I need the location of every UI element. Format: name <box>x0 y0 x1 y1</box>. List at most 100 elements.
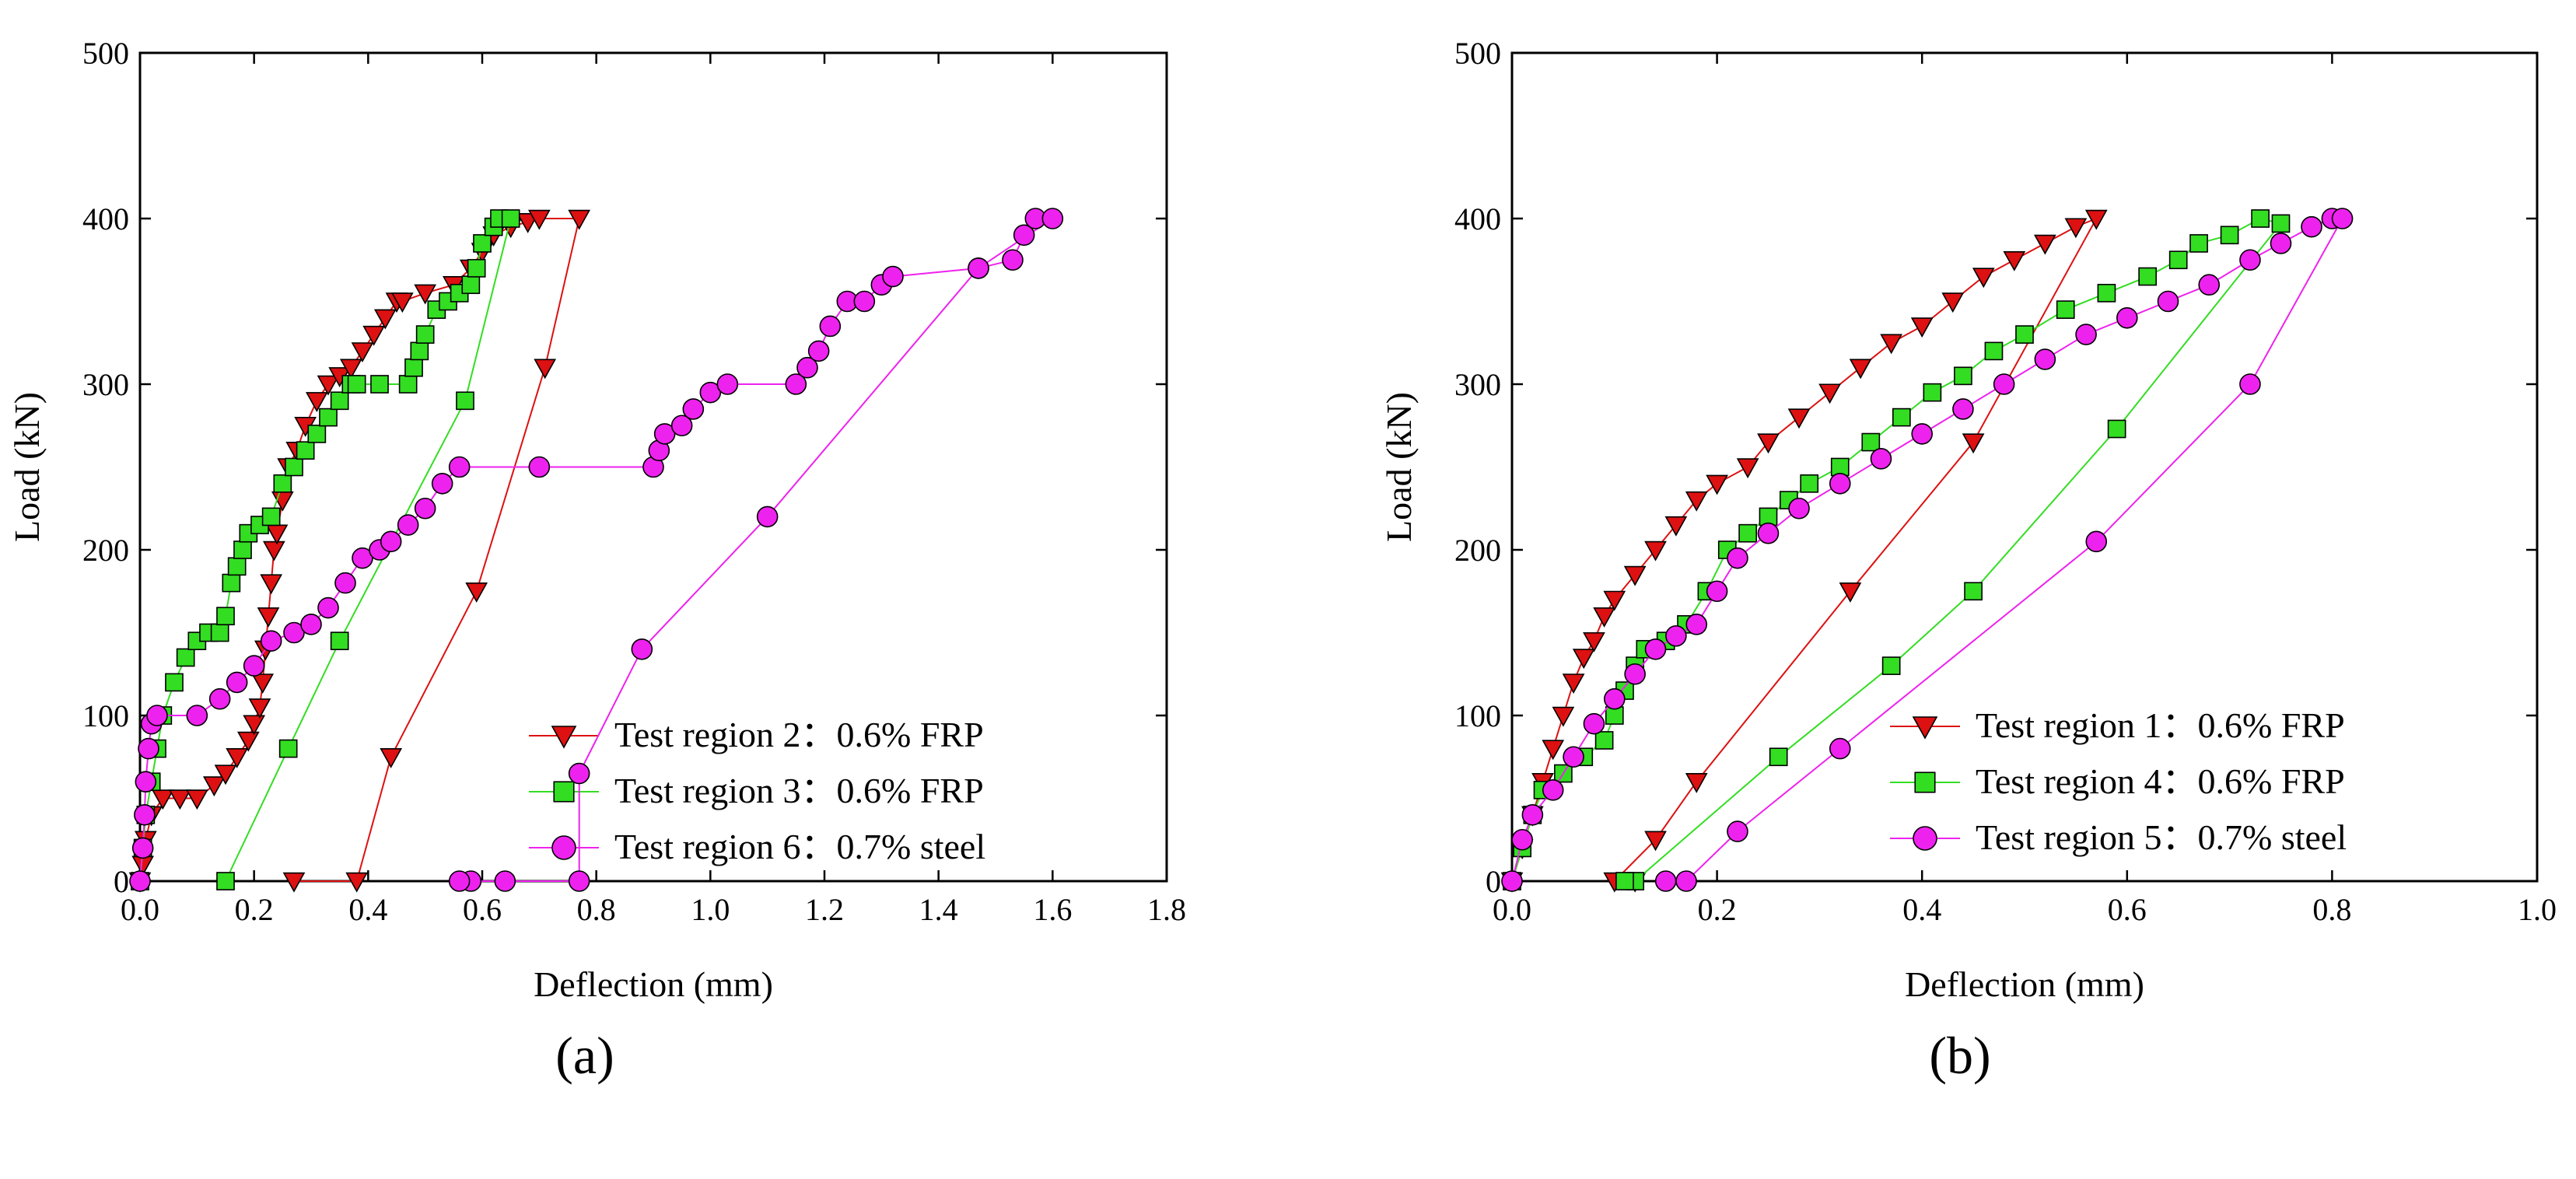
data-point <box>1002 249 1024 271</box>
data-point <box>568 870 590 892</box>
data-point <box>1849 359 1872 380</box>
data-point <box>1993 373 2015 395</box>
y-tick-label: 500 <box>82 36 129 71</box>
data-point <box>527 209 551 230</box>
data-point <box>243 655 265 677</box>
data-point <box>151 789 174 810</box>
legend-label: Test region 2：0.6% FRP <box>614 715 984 754</box>
data-point <box>2064 218 2088 239</box>
data-point <box>1572 649 1595 670</box>
data-point <box>1861 432 1881 452</box>
x-tick-label: 0.2 <box>1698 892 1737 927</box>
data-point <box>1623 565 1647 586</box>
legend-label: Test region 6：0.7% steel <box>614 827 985 866</box>
legend-label: Test region 1：0.6% FRP <box>1976 705 2345 745</box>
data-point <box>362 325 386 346</box>
data-point <box>1818 383 1841 404</box>
data-point <box>1757 433 1780 454</box>
data-point <box>345 872 369 893</box>
data-point <box>2085 530 2108 553</box>
data-point <box>1769 747 1788 767</box>
data-point <box>2239 373 2261 395</box>
data-point <box>494 870 516 892</box>
data-point <box>390 292 414 313</box>
data-point <box>1727 547 1748 569</box>
data-point <box>1911 423 1933 445</box>
x-tick-label: 0.6 <box>2108 892 2147 927</box>
panel-label-b: (b) <box>1929 1026 1990 1085</box>
data-point <box>807 340 830 362</box>
y-tick-label: 100 <box>82 698 129 733</box>
data-point <box>1542 779 1564 801</box>
data-point <box>1644 638 1667 660</box>
data-point <box>243 715 266 736</box>
data-point <box>208 687 231 710</box>
data-point <box>631 638 653 660</box>
data-point <box>2301 215 2322 238</box>
data-point <box>819 315 842 338</box>
data-point <box>1583 631 1605 652</box>
data-point <box>317 596 339 619</box>
data-point <box>1665 624 1687 647</box>
data-point <box>1624 663 1646 685</box>
data-point <box>373 309 397 330</box>
data-point <box>414 497 436 520</box>
data-point <box>2239 249 2261 271</box>
data-point <box>1583 712 1605 735</box>
legend-entry: Test region 6：0.7% steel <box>529 827 985 866</box>
plot-frame <box>1510 51 2539 883</box>
data-point <box>785 373 807 395</box>
data-point <box>670 415 693 437</box>
data-point <box>1800 474 1819 493</box>
data-point <box>282 872 306 893</box>
data-point <box>233 541 252 559</box>
data-point <box>1664 516 1688 537</box>
data-point <box>273 474 292 493</box>
data-point <box>1654 870 1677 892</box>
x-tick-label: 0.8 <box>2312 892 2351 927</box>
data-point <box>300 614 322 635</box>
data-point <box>448 870 471 892</box>
data-point <box>135 771 157 793</box>
x-tick-label: 1.2 <box>805 892 844 927</box>
data-point <box>1910 317 1934 338</box>
series-test-region-5-0-7-steel <box>1501 208 2354 892</box>
legend-entry: Test region 5：0.7% steel <box>1890 817 2347 857</box>
series-test-region-6-0-7-steel <box>129 208 1064 892</box>
data-point <box>168 789 191 810</box>
data-point <box>682 398 705 420</box>
data-point <box>251 673 275 694</box>
y-tick-label: 300 <box>1454 367 1501 402</box>
data-point <box>2015 325 2034 344</box>
data-point <box>1562 673 1585 694</box>
data-point <box>1603 590 1626 611</box>
y-tick-label: 100 <box>1454 698 1501 733</box>
data-point <box>265 524 289 545</box>
data-point <box>2157 290 2179 313</box>
data-point <box>1972 268 1995 289</box>
data-point <box>2034 234 2056 255</box>
data-point <box>296 441 315 460</box>
data-point <box>305 392 328 412</box>
data-point <box>1706 580 1728 603</box>
panel-b: 0.0 0.2 0.4 0.6 0.8 1.0 0 100 200 300 400 500 Deflec… <box>1379 36 2557 1004</box>
data-point <box>1013 224 1035 247</box>
data-point <box>2075 324 2097 345</box>
data-point <box>473 234 492 253</box>
x-tick-label: 0.4 <box>1902 892 1941 927</box>
data-point <box>528 456 551 478</box>
data-point <box>185 789 208 810</box>
data-point <box>1594 731 1614 750</box>
data-point <box>456 391 474 411</box>
y-axis-title: Load (kN) <box>1379 392 1419 542</box>
data-point <box>2097 283 2116 303</box>
data-point <box>1829 737 1851 760</box>
data-point <box>261 507 281 527</box>
data-point <box>398 375 418 394</box>
data-point <box>227 557 247 576</box>
data-point <box>1941 292 1965 313</box>
data-point <box>129 870 151 892</box>
data-point <box>2271 214 2291 233</box>
data-point <box>176 648 195 667</box>
data-point <box>1706 474 1728 495</box>
